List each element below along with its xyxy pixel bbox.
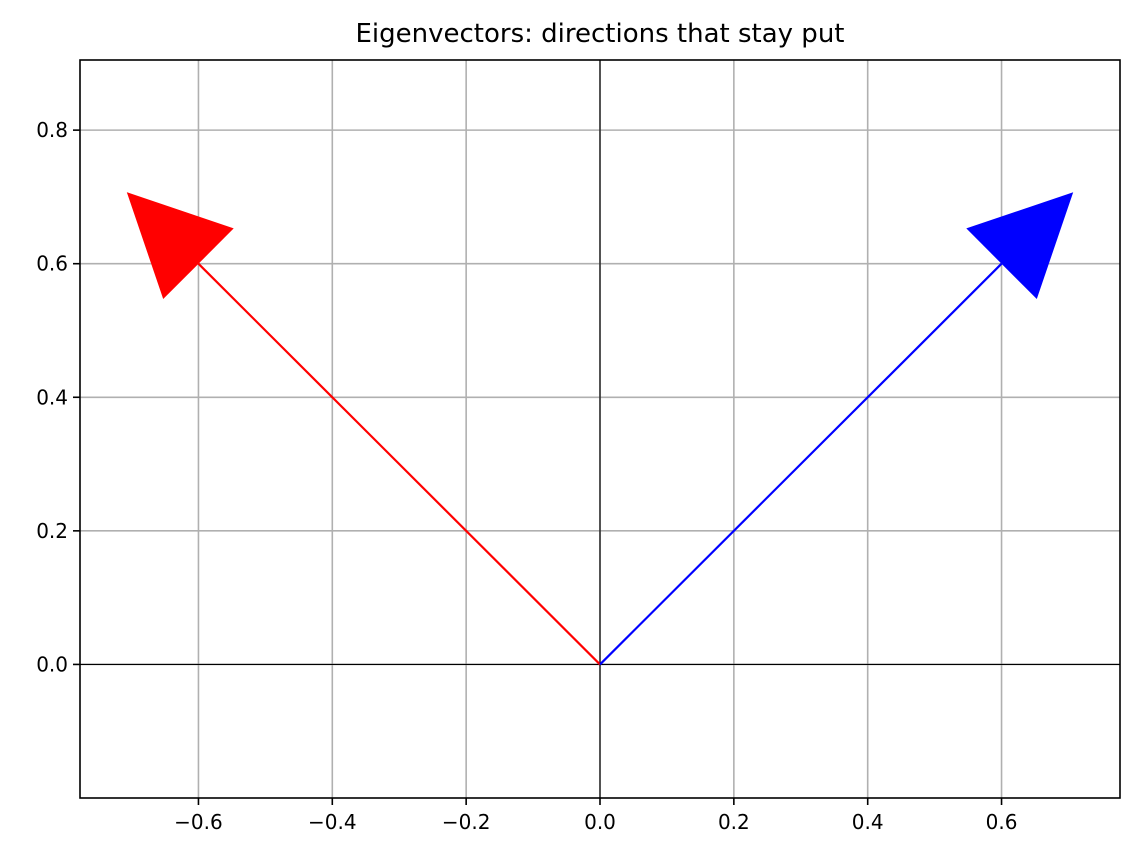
x-tick-label: 0.0 (584, 810, 616, 834)
vector-0-arrowhead (126, 192, 234, 299)
x-tick-label: 0.2 (718, 810, 750, 834)
vectors (126, 192, 1074, 666)
y-tick-label: 0.2 (36, 519, 68, 543)
zero-axes (80, 60, 1120, 798)
y-tick-label: 0.0 (36, 652, 68, 676)
y-tick-label: 0.6 (36, 252, 68, 276)
x-tick-label: 0.6 (986, 810, 1018, 834)
y-tick-label: 0.4 (36, 385, 68, 409)
vector-1-arrowhead (966, 192, 1074, 299)
vector-1-shaft (599, 262, 1003, 666)
ticks: −0.6 −0.4 −0.2 0.0 0.2 0.4 0.6 0.0 0.2 0.4 0.6 0.8 (36, 118, 1017, 834)
vector-0-shaft (197, 262, 601, 666)
x-tick-label: −0.2 (442, 810, 491, 834)
y-tick-label: 0.8 (36, 118, 68, 142)
x-tick-label: −0.6 (174, 810, 223, 834)
x-tick-label: −0.4 (308, 810, 357, 834)
x-tick-label: 0.4 (852, 810, 884, 834)
chart-title: Eigenvectors: directions that stay put (356, 19, 845, 49)
